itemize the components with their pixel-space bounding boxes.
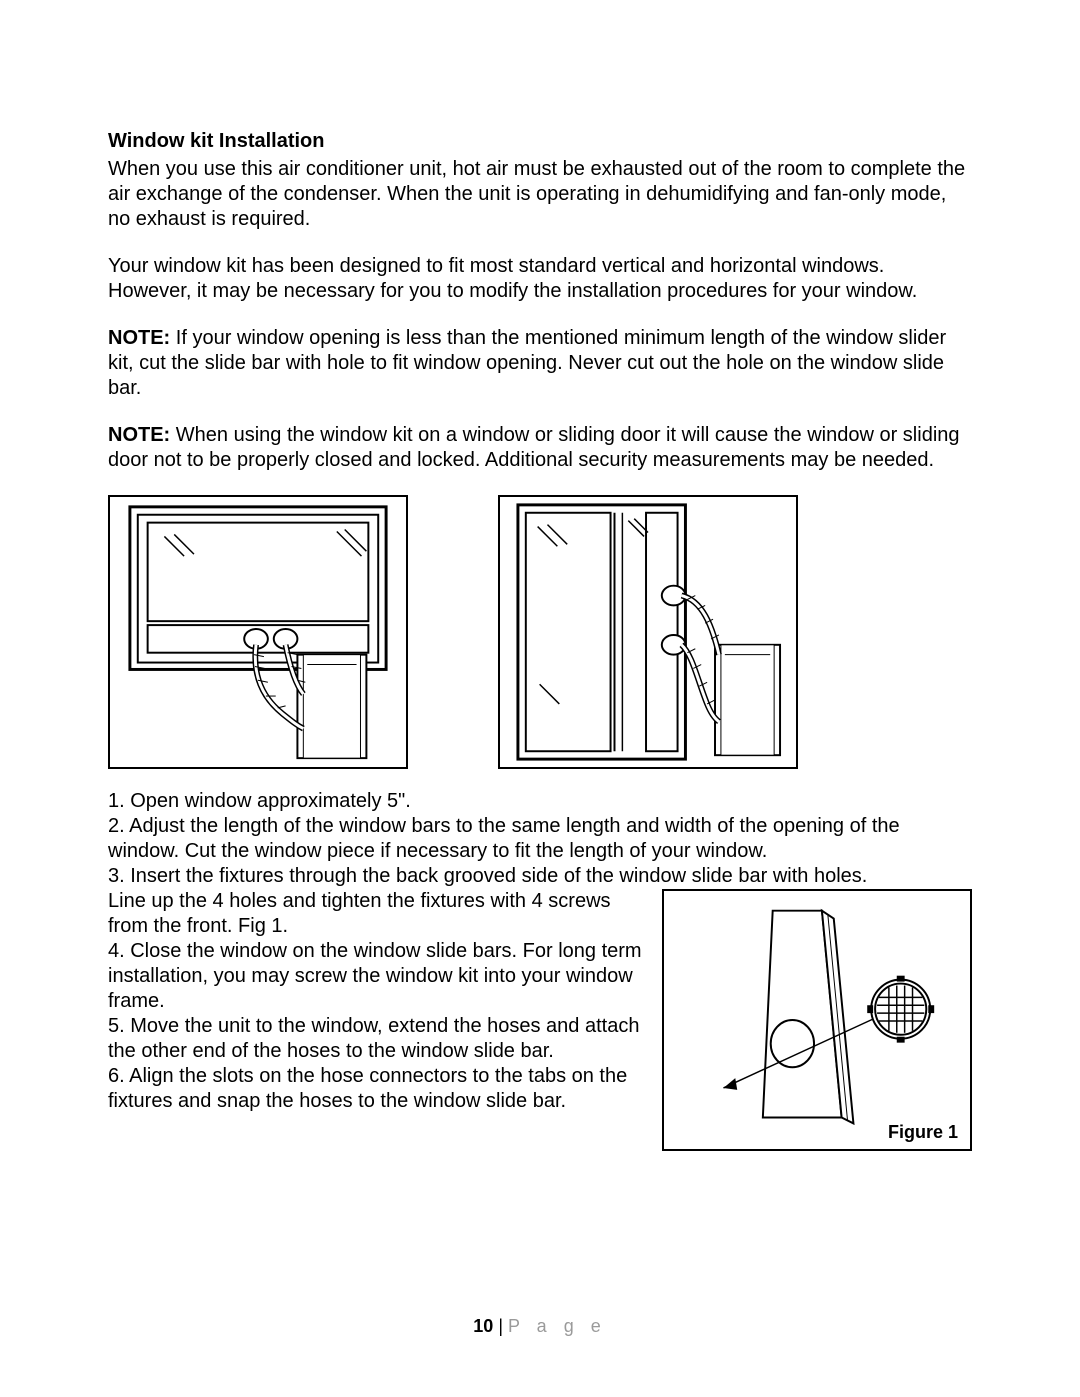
step-4: 4. Close the window on the window slide …	[108, 939, 642, 1014]
figure-row	[108, 495, 972, 769]
section-heading: Window kit Installation	[108, 130, 972, 153]
installation-steps: 1. Open window approximately 5". 2. Adju…	[108, 789, 972, 1151]
figure-1: Figure 1	[662, 889, 972, 1151]
page-number: 10	[473, 1316, 493, 1336]
intro-paragraph-1: When you use this air conditioner unit, …	[108, 157, 972, 232]
figure-horizontal-window	[108, 495, 408, 769]
note-label: NOTE:	[108, 327, 170, 349]
footer-separator: |	[493, 1316, 508, 1336]
figure-vertical-window	[498, 495, 798, 769]
step-3a: 3. Insert the fixtures through the back …	[108, 864, 972, 889]
step-5: 5. Move the unit to the window, extend t…	[108, 1014, 642, 1064]
step-6: 6. Align the slots on the hose connector…	[108, 1064, 642, 1114]
note-label: NOTE:	[108, 424, 170, 446]
slide-bar-fixture-illustration-icon	[664, 891, 970, 1149]
vertical-window-illustration-icon	[500, 497, 796, 767]
note-1: NOTE: If your window opening is less tha…	[108, 326, 972, 401]
figure-1-container: Figure 1	[662, 889, 972, 1151]
step-1: 1. Open window approximately 5".	[108, 789, 972, 814]
page-footer: 10 | P a g e	[0, 1316, 1080, 1337]
step-2: 2. Adjust the length of the window bars …	[108, 814, 972, 864]
page-word: P a g e	[508, 1316, 607, 1336]
intro-paragraph-2: Your window kit has been designed to fit…	[108, 254, 972, 304]
manual-page: Window kit Installation When you use thi…	[0, 0, 1080, 1397]
note-1-text: If your window opening is less than the …	[108, 327, 946, 399]
figure-1-label: Figure 1	[888, 1121, 958, 1144]
note-2: NOTE: When using the window kit on a win…	[108, 423, 972, 473]
step-3b: Line up the 4 holes and tighten the fixt…	[108, 889, 642, 939]
horizontal-window-illustration-icon	[110, 497, 406, 767]
note-2-text: When using the window kit on a window or…	[108, 424, 960, 471]
